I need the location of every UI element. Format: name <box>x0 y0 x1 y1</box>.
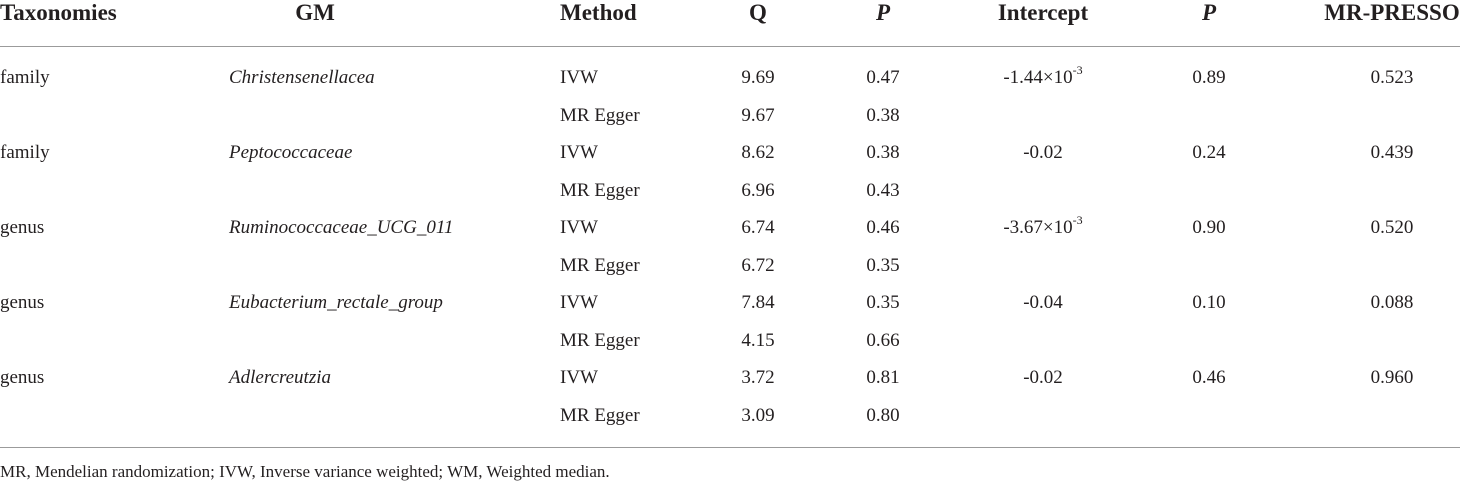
q-cell: 8.62 <box>741 142 775 163</box>
p-cell: 0.47 <box>866 67 900 88</box>
intercept-value: -0.04 <box>1023 292 1063 313</box>
q-cell: 9.69 <box>741 67 775 88</box>
method-cell: MR Egger <box>560 180 640 201</box>
taxonomy-cell: family <box>0 67 50 88</box>
p-cell: 0.38 <box>866 105 900 126</box>
method-cell: IVW <box>560 142 598 163</box>
intercept-p-cell: 0.90 <box>1192 217 1226 238</box>
header-method: Method <box>560 0 637 25</box>
intercept-exponent: -3 <box>1072 212 1083 227</box>
taxonomy-cell: family <box>0 142 50 163</box>
intercept-cell: -3.67×10-3 <box>1003 214 1082 239</box>
q-cell: 6.96 <box>741 180 775 201</box>
bottom-rule <box>0 447 1460 448</box>
mr-presso-cell: 0.520 <box>1370 217 1414 238</box>
q-cell: 9.67 <box>741 105 775 126</box>
q-cell: 3.72 <box>741 367 775 388</box>
intercept-value: -3.67×10 <box>1003 217 1073 238</box>
mr-presso-cell: 0.088 <box>1370 292 1414 313</box>
p-cell: 0.38 <box>866 142 900 163</box>
p-cell: 0.80 <box>866 405 900 426</box>
taxonomy-cell: genus <box>0 217 45 238</box>
method-cell: IVW <box>560 292 598 313</box>
header-rule <box>0 46 1460 47</box>
header-p: P <box>875 0 891 25</box>
intercept-p-cell: 0.46 <box>1192 367 1226 388</box>
q-cell: 3.09 <box>741 405 775 426</box>
intercept-cell: -0.04 <box>1023 292 1063 314</box>
intercept-exponent: -3 <box>1072 62 1083 77</box>
p-cell: 0.35 <box>866 292 900 313</box>
mr-presso-cell: 0.439 <box>1370 142 1414 163</box>
p-cell: 0.66 <box>866 330 900 351</box>
intercept-cell: -1.44×10-3 <box>1003 64 1082 89</box>
method-cell: MR Egger <box>560 405 640 426</box>
taxonomy-cell: genus <box>0 292 45 313</box>
intercept-value: -1.44×10 <box>1003 67 1073 88</box>
p-cell: 0.35 <box>866 255 900 276</box>
header-intercept: Intercept <box>997 0 1089 25</box>
q-cell: 6.74 <box>741 217 775 238</box>
gm-cell: Peptococcaceae <box>229 142 353 163</box>
p-cell: 0.81 <box>866 367 900 388</box>
intercept-p-cell: 0.89 <box>1192 67 1226 88</box>
p-cell: 0.46 <box>866 217 900 238</box>
method-cell: IVW <box>560 217 598 238</box>
intercept-cell: -0.02 <box>1023 142 1063 164</box>
method-cell: IVW <box>560 367 598 388</box>
q-cell: 6.72 <box>741 255 775 276</box>
intercept-value: -0.02 <box>1023 142 1063 163</box>
gm-cell: Christensenellacea <box>229 67 375 88</box>
header-intercept-p: P <box>1201 0 1217 25</box>
method-cell: MR Egger <box>560 255 640 276</box>
mr-presso-cell: 0.960 <box>1370 367 1414 388</box>
method-cell: IVW <box>560 67 598 88</box>
header-mr-presso: MR-PRESSO <box>1324 0 1460 25</box>
intercept-p-cell: 0.24 <box>1192 142 1226 163</box>
q-cell: 7.84 <box>741 292 775 313</box>
table-header: Taxonomies GM Method Q P Intercept P MR-… <box>0 0 1460 46</box>
intercept-value: -0.02 <box>1023 367 1063 388</box>
intercept-cell: -0.02 <box>1023 367 1063 389</box>
header-q: Q <box>749 0 767 25</box>
gm-cell: Eubacterium_rectale_group <box>229 292 443 313</box>
gm-cell: Ruminococcaceae_UCG_011 <box>229 217 454 238</box>
q-cell: 4.15 <box>741 330 775 351</box>
intercept-p-cell: 0.10 <box>1192 292 1226 313</box>
method-cell: MR Egger <box>560 330 640 351</box>
mr-presso-cell: 0.523 <box>1370 67 1414 88</box>
header-gm: GM <box>295 0 335 25</box>
method-cell: MR Egger <box>560 105 640 126</box>
table-footnote: MR, Mendelian randomization; IVW, Invers… <box>0 462 610 481</box>
p-cell: 0.43 <box>866 180 900 201</box>
taxonomy-cell: genus <box>0 367 45 388</box>
header-taxonomies: Taxonomies <box>0 0 117 25</box>
gm-cell: Adlercreutzia <box>229 367 332 388</box>
